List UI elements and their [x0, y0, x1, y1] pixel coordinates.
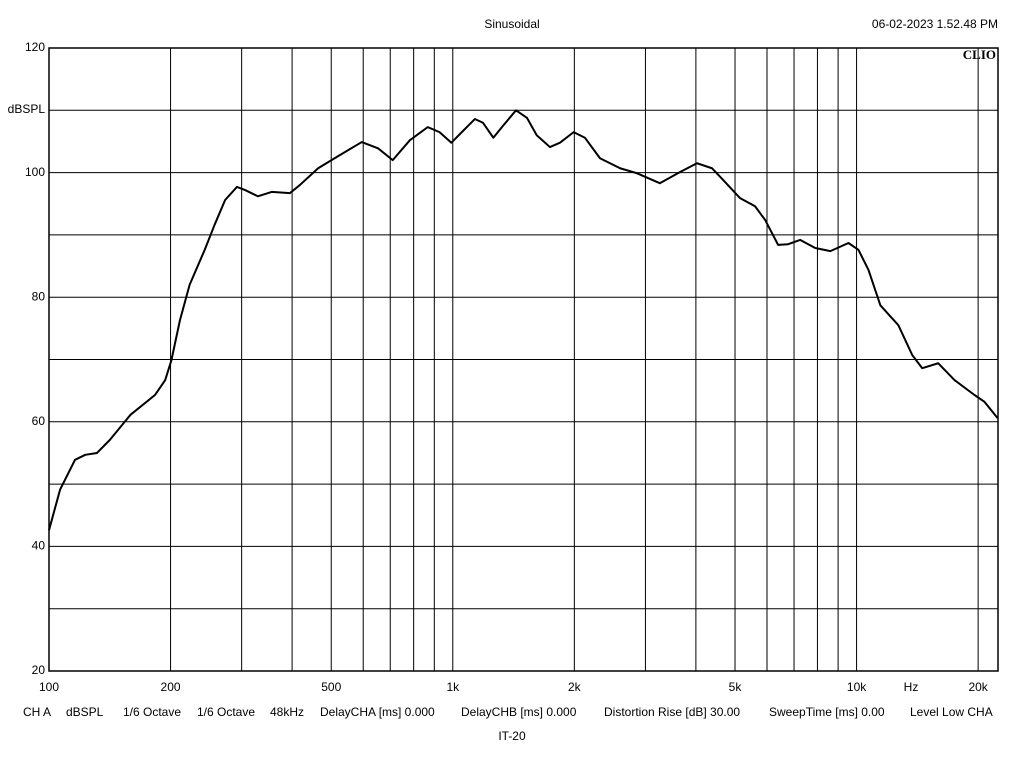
- x-tick-label: 100: [39, 680, 59, 694]
- footer-item: 48kHz: [270, 705, 304, 719]
- x-tick-label: 5k: [729, 680, 743, 694]
- y-axis-label: dBSPL: [8, 102, 46, 116]
- x-tick-label: 2k: [568, 680, 582, 694]
- footer-item: DelayCHB [ms] 0.000: [461, 705, 577, 719]
- y-tick-label: 20: [32, 663, 46, 677]
- footer-item: Distortion Rise [dB] 30.00: [604, 705, 740, 719]
- footer-item: SweepTime [ms] 0.00: [769, 705, 885, 719]
- plot-frame: [48, 47, 999, 672]
- y-tick-label: 100: [25, 165, 45, 179]
- footer-item: DelayCHA [ms] 0.000: [320, 705, 435, 719]
- timestamp: 06-02-2023 1.52.48 PM: [872, 17, 998, 31]
- x-tick-label: 500: [321, 680, 341, 694]
- y-tick-label: 60: [32, 414, 46, 428]
- footer-item: CH A: [23, 705, 51, 719]
- subtitle: IT-20: [498, 729, 526, 743]
- response-line: [48, 109, 999, 531]
- x-tick-label: 200: [161, 680, 181, 694]
- footer-item: Level Low CHA: [910, 705, 993, 719]
- logo: CLIO: [963, 47, 996, 62]
- x-axis-label: Hz: [904, 680, 919, 694]
- footer-item: dBSPL: [66, 705, 104, 719]
- x-tick-label: 10k: [847, 680, 867, 694]
- y-tick-label: 80: [32, 289, 46, 303]
- footer-item: 1/6 Octave: [123, 705, 181, 719]
- y-tick-label: 40: [32, 539, 46, 553]
- x-tick-label: 20k: [968, 680, 988, 694]
- y-tick-label: 120: [25, 40, 45, 54]
- chart-title: Sinusoidal: [484, 17, 539, 31]
- x-tick-label: 1k: [446, 680, 460, 694]
- footer-item: 1/6 Octave: [197, 705, 255, 719]
